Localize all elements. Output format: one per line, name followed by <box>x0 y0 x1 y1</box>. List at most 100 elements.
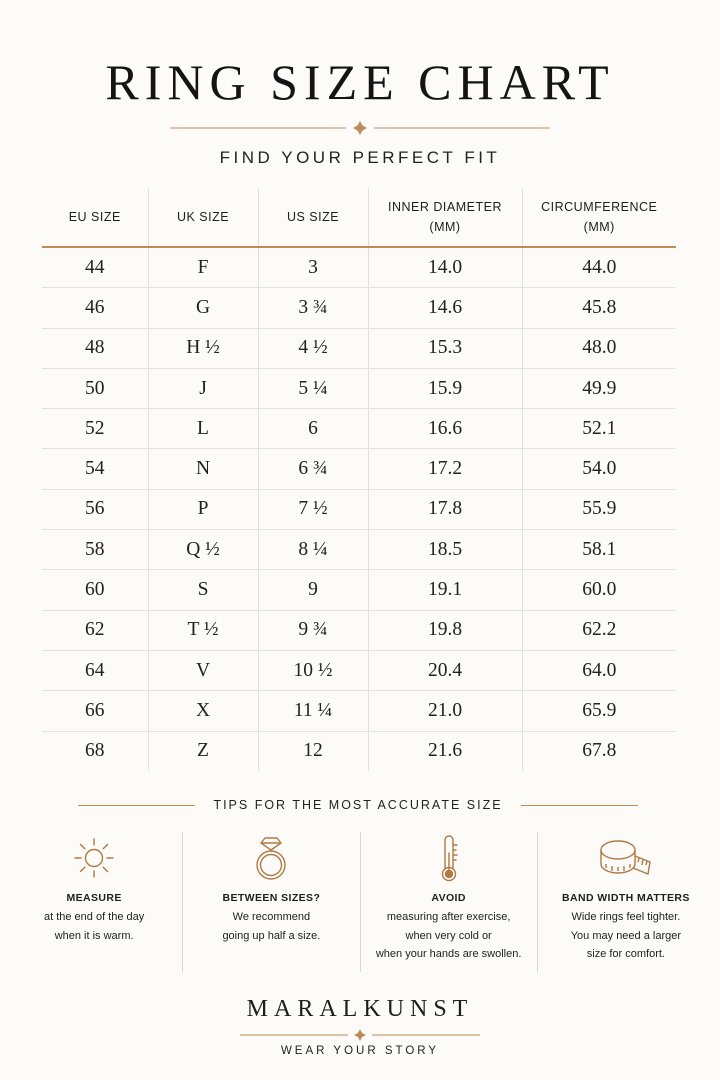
inner-diameter-cell: 21.6 <box>367 731 522 771</box>
table-row: 66 X 11 ¼ 21.0 65.9 <box>42 690 676 732</box>
uk-size-cell: L <box>147 408 258 450</box>
us-size-cell: 11 ¼ <box>257 690 368 732</box>
inner-diameter-cell: 17.2 <box>367 448 522 490</box>
brand-tagline: WEAR YOUR STORY <box>280 1045 440 1057</box>
circumference-cell: 44.0 <box>521 247 676 289</box>
uk-size-cell: T ½ <box>147 610 258 651</box>
eu-size-cell: 68 <box>85 740 105 762</box>
eu-size-cell: 66 <box>42 690 148 732</box>
uk-size-cell: P <box>147 489 258 531</box>
tips-heading: TIPS FOR THE MOST ACCURATE SIZE <box>78 795 638 815</box>
inner-diameter-cell: 18.5 <box>367 529 522 571</box>
eu-size-cell: 56 <box>42 489 148 531</box>
tip-text: at the end of the day when it is warm. <box>43 911 145 942</box>
tip-avoid: AVOID measuring after exercise, when ver… <box>359 832 537 972</box>
thermometer-icon <box>361 832 537 884</box>
eu-size-cell: 60 <box>42 569 148 611</box>
uk-size-cell: H ½ <box>147 328 258 369</box>
table-row: 44 F 3 14.0 44.0 <box>42 247 676 289</box>
eu-size-cell: 46 <box>42 287 148 329</box>
table-row: 46 G 3 ¾ 14.6 45.8 <box>42 287 676 329</box>
eu-size-cell: 44 <box>42 247 148 289</box>
table-row: 56 P 7 ½ 17.8 55.9 <box>42 489 676 531</box>
header-uk-size: UK SIZE <box>147 188 258 248</box>
inner-diameter-cell: 16.6 <box>367 408 522 450</box>
us-size-cell: 4 ½ <box>257 328 368 369</box>
circumference-cell: 52.1 <box>521 408 676 450</box>
tip-measure: MEASURE at the end of the day when it is… <box>6 832 182 972</box>
us-size-cell: 10 ½ <box>257 650 368 692</box>
eu-size-cell: 62 <box>42 610 148 651</box>
tip-title: BETWEEN SIZES? <box>222 892 321 904</box>
uk-size-cell: N <box>147 448 258 490</box>
uk-size-cell: S <box>147 569 258 611</box>
inner-diameter-cell: 17.8 <box>367 489 522 531</box>
tip-title: BAND WIDTH MATTERS <box>562 892 690 904</box>
measuring-tape-icon <box>538 832 714 884</box>
circumference-cell: 65.9 <box>521 690 676 732</box>
uk-size-cell: G <box>147 287 258 329</box>
inner-diameter-cell: 19.1 <box>367 569 522 611</box>
us-size-cell: 7 ½ <box>257 489 368 531</box>
brand-logo: MARALKUNST <box>246 996 474 1022</box>
title-divider-ornament <box>170 121 550 135</box>
us-size-cell: 9 <box>257 569 368 611</box>
circumference-cell: 64.0 <box>521 650 676 692</box>
tip-text: We recommend going up half a size. <box>222 911 321 942</box>
tip-title: MEASURE <box>66 892 122 904</box>
uk-size-cell: J <box>147 368 258 410</box>
circumference-cell: 45.8 <box>521 287 676 329</box>
inner-diameter-cell: 14.0 <box>367 247 522 289</box>
header-eu-size: EU SIZE <box>42 188 148 248</box>
circumference-cell: 55.9 <box>521 489 676 531</box>
table-row: 54 N 6 ¾ 17.2 54.0 <box>42 448 676 490</box>
circumference-cell: 48.0 <box>521 328 676 369</box>
header-us-size: US SIZE <box>257 188 368 248</box>
circumference-cell: 67.8 <box>521 731 676 771</box>
uk-size-cell: F <box>147 247 258 289</box>
circumference-cell: 60.0 <box>521 569 676 611</box>
page-subtitle: FIND YOUR PERFECT FIT <box>219 148 501 167</box>
uk-size-cell: V <box>147 650 258 692</box>
us-size-cell: 5 ¼ <box>257 368 368 410</box>
ring-icon <box>183 832 359 884</box>
us-size-cell: 3 <box>257 247 368 289</box>
us-size-cell: 9 ¾ <box>257 610 368 651</box>
tip-title: AVOID <box>431 892 466 904</box>
uk-size-cell: Z <box>147 731 258 771</box>
tips-heading-line-left <box>78 804 196 806</box>
tips-row: MEASURE at the end of the day when it is… <box>6 832 714 972</box>
page-title: RING SIZE CHART <box>105 54 615 110</box>
header-inner-diameter: INNER DIAMETER (MM) <box>367 188 522 248</box>
circumference-cell: 49.9 <box>521 368 676 410</box>
circumference-cell: 62.2 <box>521 610 676 651</box>
tips-heading-text: TIPS FOR THE MOST ACCURATE SIZE <box>213 798 503 812</box>
us-size-cell: 12 <box>257 731 368 771</box>
inner-diameter-cell: 14.6 <box>367 287 522 329</box>
tips-heading-line-right <box>520 804 638 806</box>
eu-size-cell: 54 <box>42 448 148 490</box>
uk-size-cell: Q ½ <box>147 529 258 571</box>
inner-diameter-cell: 20.4 <box>367 650 522 692</box>
eu-size-cell: 64 <box>42 650 148 692</box>
tip-band-width: BAND WIDTH MATTERS Wide rings feel tight… <box>536 832 714 972</box>
table-row: 68 Z 12 21.6 67.8 <box>42 731 676 771</box>
circumference-cell: 58.1 <box>521 529 676 571</box>
ring-size-table: EU SIZE UK SIZE US SIZE INNER DIAMETER (M… <box>42 188 676 771</box>
table-row: 52 L 6 16.6 52.1 <box>42 408 676 450</box>
table-row: 60 S 9 19.1 60.0 <box>42 569 676 611</box>
table-header-row: EU SIZE UK SIZE US SIZE INNER DIAMETER (M… <box>42 188 676 248</box>
inner-diameter-cell: 21.0 <box>367 690 522 732</box>
tip-text: Wide rings feel tighter. You may need a … <box>570 911 682 960</box>
uk-size-cell: X <box>147 690 258 732</box>
circumference-cell: 54.0 <box>521 448 676 490</box>
table-row: 64 V 10 ½ 20.4 64.0 <box>42 650 676 692</box>
eu-size-cell: 52 <box>42 408 148 450</box>
inner-diameter-cell: 19.8 <box>367 610 522 651</box>
table-row: 50 J 5 ¼ 15.9 49.9 <box>42 368 676 410</box>
inner-diameter-cell: 15.3 <box>367 328 522 369</box>
inner-diameter-cell: 15.9 <box>367 368 522 410</box>
